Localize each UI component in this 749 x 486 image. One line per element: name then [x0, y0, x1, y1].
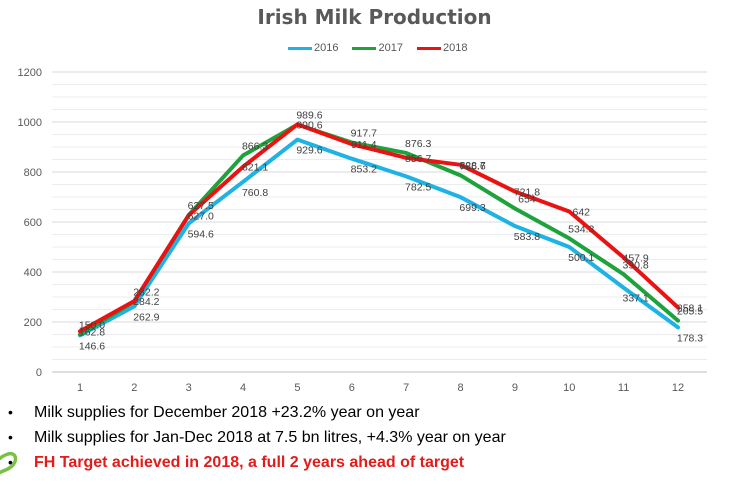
data-label: 390.8: [622, 259, 648, 271]
data-label: 821.1: [242, 162, 268, 174]
data-label: 911.4: [351, 139, 377, 151]
data-label: 262.9: [133, 311, 159, 323]
legend-item-2018: 2018: [416, 42, 468, 54]
chart-title: Irish Milk Production: [257, 5, 492, 29]
x-tick-label: 2: [131, 382, 137, 394]
data-label: 178.3: [677, 332, 703, 344]
y-tick-label: 0: [36, 367, 42, 379]
legend-item-2016: 2016: [288, 42, 338, 54]
data-label: 162.8: [79, 326, 105, 338]
legend-swatch-2017: [352, 46, 377, 50]
data-label: 866.3: [242, 140, 268, 152]
x-tick-label: 10: [563, 382, 575, 394]
data-label: 205.5: [677, 306, 703, 318]
x-tick-label: 4: [240, 382, 246, 394]
bullet-item: • Milk supplies for Jan-Dec 2018 at 7.5 …: [8, 429, 743, 454]
legend-swatch-2018: [416, 46, 441, 50]
x-tick-label: 6: [349, 382, 355, 394]
data-label: 828.7: [459, 160, 485, 172]
data-label: 989.6: [296, 110, 322, 122]
x-tick-label: 1: [77, 382, 83, 394]
bullet-item-highlight: • FH Target achieved in 2018, a full 2 y…: [8, 454, 743, 479]
data-label: 853.2: [351, 164, 377, 176]
bullet-text: Milk supplies for December 2018 +23.2% y…: [34, 404, 420, 421]
x-tick-label: 12: [672, 382, 684, 394]
data-label: 876.3: [405, 138, 431, 150]
data-label: 583.8: [514, 231, 540, 243]
data-label: 534.3: [568, 223, 594, 235]
bullet-marker: •: [8, 429, 13, 445]
bullet-item: • Milk supplies for December 2018 +23.2%…: [8, 404, 743, 429]
data-label: 782.5: [405, 181, 431, 193]
series-line-2018: [78, 122, 680, 334]
legend-swatch-2016: [288, 46, 312, 50]
y-tick-label: 400: [24, 267, 42, 279]
legend-label-2017: 2017: [378, 42, 403, 54]
data-label: 654: [518, 194, 536, 206]
data-label: 627.5: [188, 200, 214, 212]
x-tick-label: 3: [186, 382, 192, 394]
data-label: 721.8: [514, 187, 540, 199]
data-label: 760.8: [242, 187, 268, 199]
data-label: 917.7: [351, 128, 377, 140]
data-label: 642: [573, 207, 591, 219]
chart-legend: 2016 2017 2018: [288, 42, 481, 54]
x-tick-label: 7: [403, 382, 409, 394]
x-tick-label: 8: [457, 382, 463, 394]
legend-label-2016: 2016: [314, 42, 339, 54]
logo-icon: [0, 451, 18, 475]
legend-item-2017: 2017: [352, 42, 403, 54]
x-tick-label: 5: [294, 382, 300, 394]
data-label: 627.0: [188, 210, 214, 222]
data-label: 856.7: [405, 153, 431, 165]
data-label: 457.9: [622, 253, 648, 265]
data-label: 699.3: [459, 202, 485, 214]
legend-label-2018: 2018: [442, 42, 468, 54]
data-label: 150.0: [79, 320, 105, 332]
data-label: 284.2: [133, 296, 159, 308]
x-tick-label: 11: [618, 382, 629, 394]
bullet-text: Milk supplies for Jan-Dec 2018 at 7.5 bn…: [34, 429, 506, 446]
data-label: 146.6: [79, 340, 105, 352]
bullet-text: FH Target achieved in 2018, a full 2 yea…: [34, 454, 465, 471]
series-line-2016: [78, 137, 680, 338]
bullet-marker: •: [8, 404, 13, 420]
y-tick-label: 1000: [18, 117, 42, 129]
data-label: 282.2: [133, 286, 159, 298]
data-label: 786.6: [459, 160, 485, 172]
x-tick-label: 9: [512, 382, 518, 394]
bullet-list: • Milk supplies for December 2018 +23.2%…: [8, 404, 743, 479]
data-label: 258.1: [677, 302, 703, 314]
data-label: 500.1: [568, 252, 594, 264]
y-tick-label: 600: [24, 217, 42, 229]
data-label: 594.6: [188, 228, 214, 240]
y-tick-label: 200: [24, 317, 42, 329]
bullet-marker: •: [8, 454, 13, 470]
y-tick-label: 1200: [18, 67, 42, 79]
data-label: 337.1: [622, 293, 648, 305]
data-label: 929.6: [296, 145, 322, 157]
y-tick-label: 800: [24, 167, 42, 179]
data-label: 990.6: [296, 119, 322, 131]
